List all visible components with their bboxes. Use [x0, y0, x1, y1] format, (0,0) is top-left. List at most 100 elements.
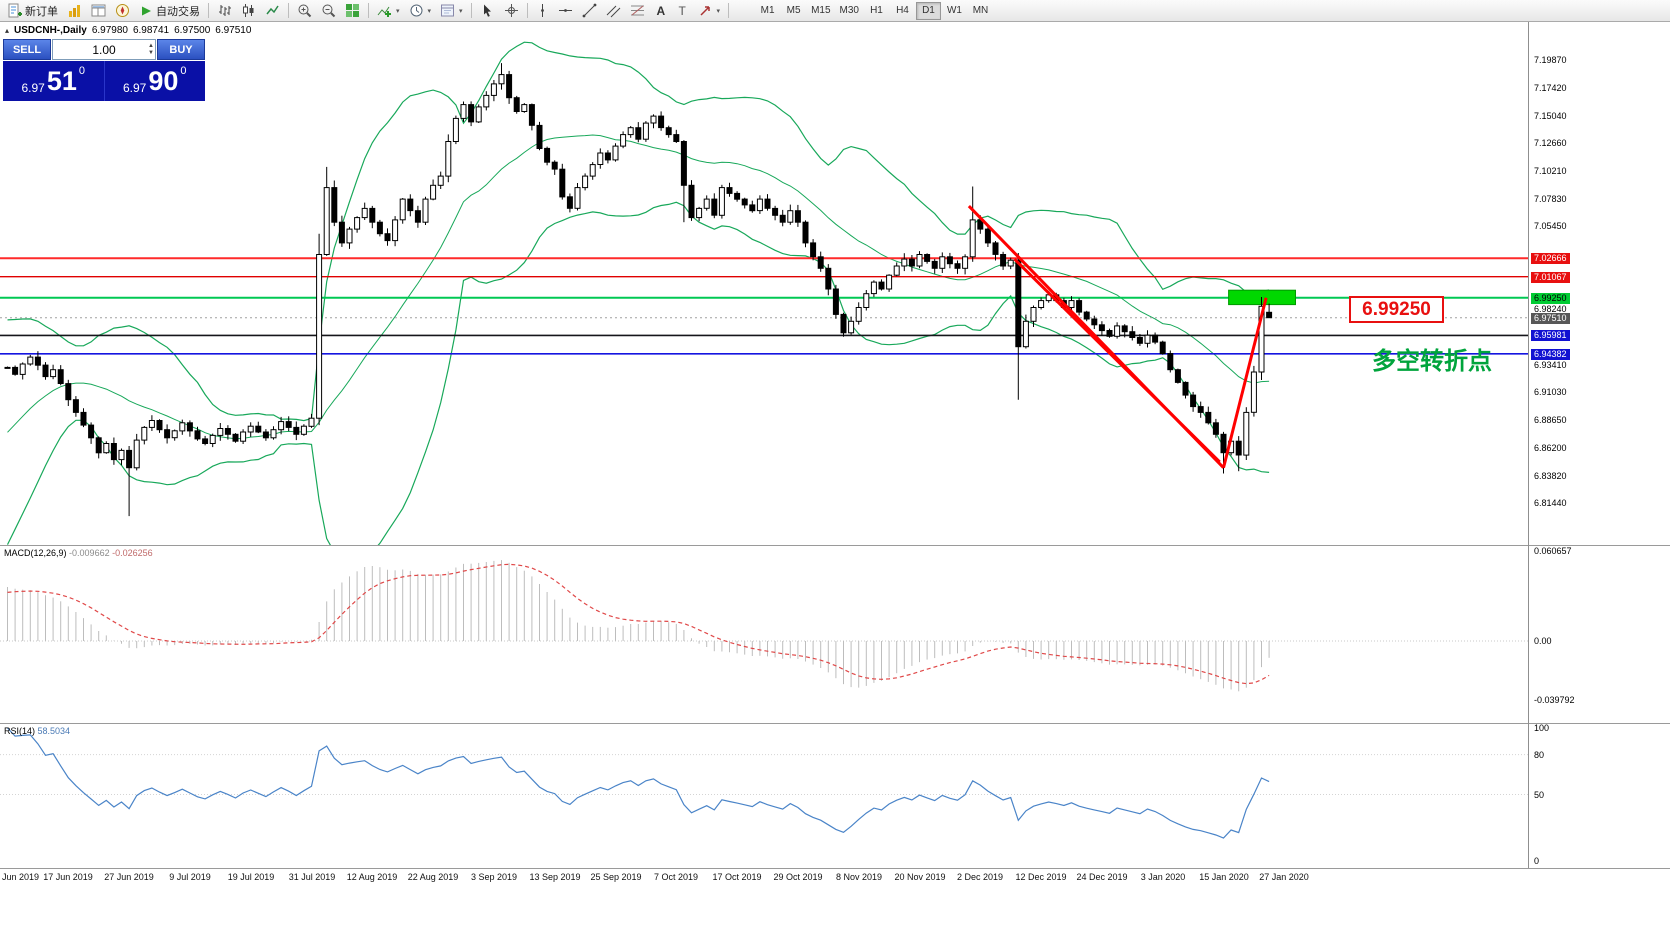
timeframe-button-mn[interactable]: MN [972, 5, 989, 16]
chart-workspace: ▴ USDCNH-,Daily 6.97980 6.98741 6.97500 … [0, 22, 1670, 944]
timeframe-button-h4[interactable]: H4 [896, 5, 909, 16]
timeframe-button-d1[interactable]: D1 [915, 1, 941, 20]
price-axis-label: 6.97510 [1531, 313, 1570, 324]
zoom-in-button[interactable] [293, 1, 316, 21]
toolbar-separator [728, 3, 730, 18]
trendline-button[interactable] [578, 1, 601, 21]
toolbar-separator [526, 3, 528, 18]
cursor-icon [480, 3, 495, 18]
volume-spinner[interactable]: ▲ ▼ [148, 40, 154, 59]
rsi-name: RSI(14) [4, 726, 36, 736]
date-axis-label: 25 Sep 2019 [590, 872, 642, 882]
timeframe-button-m5[interactable]: M5 [786, 5, 801, 16]
turning-point-zone-box[interactable] [1228, 289, 1296, 306]
trend-line[interactable] [1222, 297, 1268, 469]
arrow-tool-button[interactable]: ▾ [694, 1, 725, 21]
main-price-chart[interactable] [0, 22, 1528, 545]
text-label-icon: T [676, 3, 689, 18]
timeframe-button-m30[interactable]: M30 [839, 5, 859, 16]
price-axis-label: 7.01067 [1531, 272, 1570, 283]
chevron-down-icon: ▾ [427, 7, 432, 15]
date-axis-label: 3 Jan 2020 [1140, 872, 1186, 882]
price-axis-label: 6.94382 [1531, 349, 1570, 360]
panel-splitter[interactable] [0, 545, 1670, 546]
rsi-panel[interactable] [0, 724, 1528, 868]
sell-button[interactable]: SELL [3, 39, 51, 60]
macd-label: MACD(12,26,9) -0.009662 -0.026256 [4, 548, 153, 558]
new-order-label: 新订单 [25, 5, 58, 18]
price-axis-border[interactable] [1528, 22, 1529, 868]
price-axis-label: 7.12660 [1534, 138, 1567, 148]
toolbar-separator [368, 3, 369, 18]
rsi-axis-label: 50 [1534, 790, 1545, 800]
date-axis-label: Jun 2019 [2, 872, 40, 882]
price-axis-label: 6.83820 [1534, 471, 1567, 481]
timeframe-button-h1[interactable]: H1 [870, 5, 883, 16]
chevron-down-icon: ▾ [716, 7, 721, 15]
market-watch-button[interactable] [63, 1, 86, 21]
spinner-up-icon[interactable]: ▲ [148, 42, 154, 49]
toolbar-separator [288, 3, 289, 18]
price-axis-label: 6.91030 [1534, 387, 1567, 397]
vertical-line-icon [536, 3, 549, 18]
spinner-down-icon[interactable]: ▼ [148, 49, 154, 56]
navigator-button[interactable] [111, 1, 134, 21]
text-icon: A [654, 3, 667, 18]
turning-point-text: 多空转折点 [1372, 348, 1492, 375]
text-button[interactable]: A [650, 1, 671, 21]
date-axis-label: 17 Jun 2019 [43, 872, 93, 882]
macd-signal-value: -0.026256 [112, 548, 153, 558]
oct-collapse-toggle[interactable]: ▴ [5, 26, 10, 35]
price-callout-box[interactable]: 6.99250 [1349, 296, 1444, 323]
panel-splitter[interactable] [0, 723, 1670, 724]
periods-icon [409, 3, 424, 18]
macd-panel[interactable] [0, 546, 1528, 723]
ohlc-high: 6.98741 [132, 25, 170, 36]
timeframe-button-m15[interactable]: M15 [811, 5, 831, 16]
macd-axis-label: -0.039792 [1534, 695, 1575, 705]
zoom-out-button[interactable] [317, 1, 340, 21]
auto-trading-button[interactable]: 自动交易 [135, 1, 204, 21]
line-chart-button[interactable] [261, 1, 284, 21]
macd-axis-label: 0.00 [1534, 636, 1552, 646]
vertical-line-button[interactable] [532, 1, 553, 21]
trend-line[interactable] [1013, 258, 1221, 464]
date-axis-label: 27 Jan 2020 [1259, 872, 1309, 882]
date-axis-label: 12 Dec 2019 [1015, 872, 1067, 882]
horizontal-line-button[interactable] [554, 1, 577, 21]
candlestick-chart-button[interactable] [237, 1, 260, 21]
price-axis-label: 7.07830 [1534, 194, 1567, 204]
timeframe-button-w1[interactable]: W1 [946, 5, 962, 16]
sell-price-big-figure: 6.97 [21, 81, 45, 95]
templates-button[interactable]: ▾ [436, 1, 467, 21]
date-axis-label: 2 Dec 2019 [956, 872, 1004, 882]
sell-price-point: 0 [78, 65, 86, 77]
rsi-value: 58.5034 [37, 726, 71, 736]
sell-price-button[interactable]: 6.97 51 0 [3, 61, 104, 101]
date-axis-label: 24 Dec 2019 [1076, 872, 1128, 882]
periods-button[interactable]: ▾ [405, 1, 436, 21]
svg-text:T: T [678, 4, 686, 18]
candlestick-chart-icon [241, 3, 256, 18]
fibonacci-button[interactable] [626, 1, 649, 21]
price-axis-label: 7.10210 [1534, 166, 1567, 176]
indicators-button[interactable]: ▾ [373, 1, 404, 21]
bar-chart-icon [217, 3, 232, 18]
data-window-button[interactable] [87, 1, 110, 21]
buy-button[interactable]: BUY [157, 39, 205, 60]
date-axis-label: 27 Jun 2019 [104, 872, 154, 882]
buy-price-button[interactable]: 6.97 90 0 [105, 61, 206, 101]
chevron-down-icon: ▾ [396, 7, 400, 15]
crosshair-button[interactable] [500, 1, 523, 21]
cursor-button[interactable] [476, 1, 499, 21]
bar-chart-button[interactable] [213, 1, 236, 21]
timeframe-button-m1[interactable]: M1 [760, 5, 775, 16]
date-axis-label: 20 Nov 2019 [894, 872, 946, 882]
tile-windows-button[interactable] [341, 1, 364, 21]
text-label-button[interactable]: T [672, 1, 693, 21]
channel-button[interactable] [602, 1, 625, 21]
new-order-button[interactable]: 新订单 [3, 1, 62, 21]
macd-axis-label: 0.060657 [1534, 546, 1572, 556]
date-axis-label: 19 Jul 2019 [227, 872, 275, 882]
volume-input[interactable] [53, 40, 155, 59]
